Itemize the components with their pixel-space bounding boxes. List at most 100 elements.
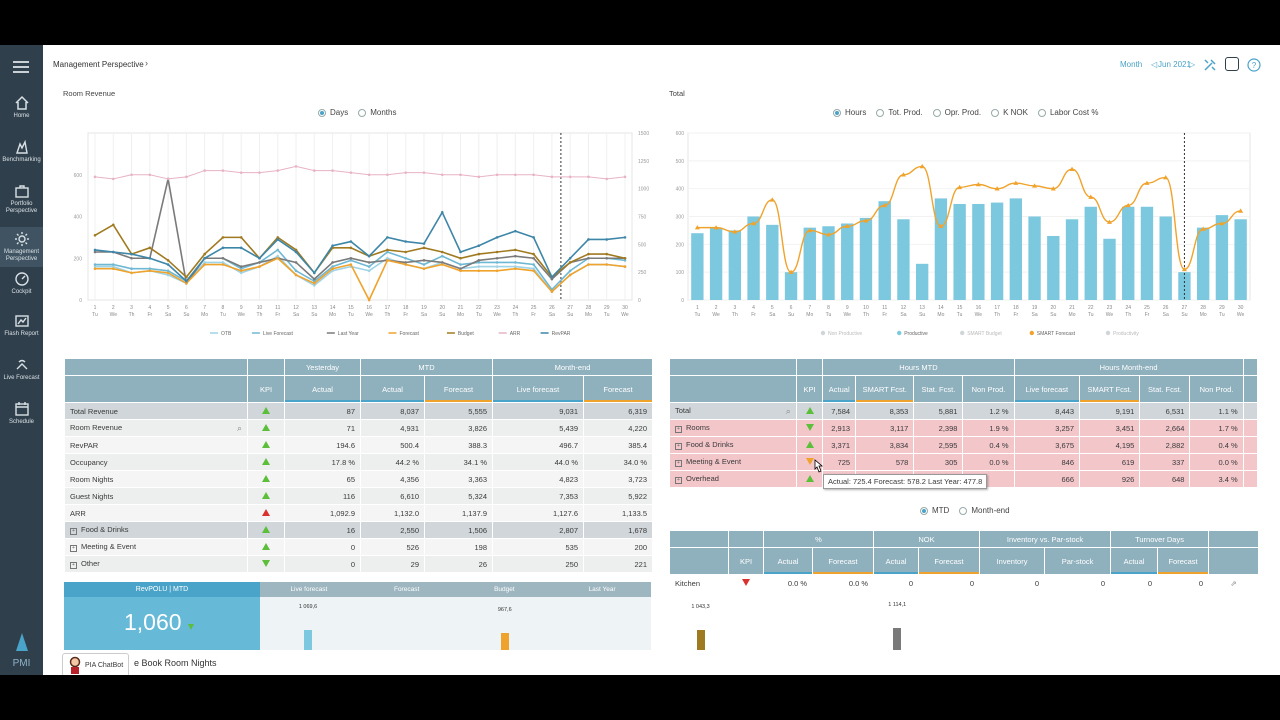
- table-row[interactable]: Room Nights 65 4,356 3,363 4,823 3,723: [64, 470, 654, 488]
- data-point: [221, 256, 225, 260]
- kpi-trend-icon: [262, 525, 270, 533]
- table-row[interactable]: Kitchen 0.0 % 0.0 % 0 0 0 0 0 0 ⇗: [669, 574, 1260, 592]
- spacer-cell: [1242, 470, 1259, 488]
- col-par-stock[interactable]: Par-stock: [1044, 547, 1112, 575]
- x-day-label: Sa: [1163, 312, 1169, 318]
- table-row[interactable]: + Rooms 2,913 3,117 2,398 1.9 % 3,257 3,451 2,66…: [669, 419, 1259, 437]
- col-smart-fcst-me[interactable]: SMART Fcst.: [1079, 375, 1141, 403]
- col-pct-actual[interactable]: Actual: [763, 547, 813, 575]
- period-mode-select[interactable]: Month: [1120, 60, 1143, 69]
- row-name-cell[interactable]: Occupancy: [64, 453, 248, 471]
- help-icon[interactable]: ?: [1247, 58, 1261, 72]
- breadcrumb-chevron-icon[interactable]: ›: [145, 58, 148, 68]
- share-icon[interactable]: ⇗: [1230, 578, 1237, 588]
- col-smart-fcst[interactable]: SMART Fcst.: [855, 375, 915, 403]
- expand-icon[interactable]: +: [70, 545, 77, 552]
- value-cell: 0: [918, 574, 981, 592]
- radio-opr-prod[interactable]: Opr. Prod.: [932, 108, 981, 117]
- row-name-cell[interactable]: + Food & Drinks: [669, 436, 797, 454]
- col-me-forecast[interactable]: Forecast: [582, 375, 654, 403]
- data-point: [276, 248, 280, 252]
- data-point: [459, 250, 462, 254]
- col-actual[interactable]: Actual: [822, 375, 857, 403]
- sidebar-item-benchmarking[interactable]: Benchmarking: [0, 139, 43, 173]
- radio-hours[interactable]: Hours: [833, 108, 866, 117]
- row-name-cell[interactable]: Room Revenue ⌕: [64, 419, 248, 437]
- row-name-cell[interactable]: Total ⌕: [669, 402, 797, 420]
- col-nok-actual[interactable]: Actual: [873, 547, 920, 575]
- row-name-cell[interactable]: RevPAR: [64, 436, 248, 454]
- col-yesterday-actual[interactable]: Actual: [284, 375, 361, 403]
- col-stat-fcst-me[interactable]: Stat. Fcst.: [1139, 375, 1191, 403]
- next-period-icon[interactable]: ▷: [1189, 60, 1196, 69]
- col-pct-forecast[interactable]: Forecast: [811, 547, 875, 575]
- x-tick-label: 13: [919, 305, 925, 311]
- table-row[interactable]: ARR 1,092.9 1,132.0 1,137.9 1,127.6 1,133.5: [64, 504, 654, 522]
- menu-icon[interactable]: [13, 61, 29, 73]
- col-mtd-actual[interactable]: Actual: [360, 375, 425, 403]
- radio-labor-cost[interactable]: Labor Cost %: [1037, 108, 1098, 117]
- row-name-cell[interactable]: + Overhead: [669, 470, 797, 488]
- radio-tot-prod[interactable]: Tot. Prod.: [876, 108, 923, 117]
- row-name-cell[interactable]: Total Revenue: [64, 402, 248, 420]
- x-day-label: We: [1106, 312, 1114, 318]
- prev-period-icon[interactable]: ◁: [1151, 60, 1158, 69]
- row-name-cell[interactable]: + Meeting & Event: [669, 453, 797, 471]
- radio-month-end[interactable]: Month-end: [959, 506, 1010, 515]
- row-name-cell[interactable]: + Rooms: [669, 419, 797, 437]
- tools-icon[interactable]: [1203, 58, 1217, 72]
- table-row[interactable]: Total Revenue 87 8,037 5,555 9,031 6,319: [64, 402, 654, 420]
- table-row[interactable]: Room Revenue ⌕ 71 4,931 3,826 5,439 4,220: [64, 419, 654, 437]
- chatbot-button[interactable]: PIA ChatBot: [62, 653, 130, 675]
- radio-months[interactable]: Months: [358, 108, 396, 117]
- radio-days[interactable]: Days: [318, 108, 348, 117]
- col-non-prod[interactable]: Non Prod.: [962, 375, 1015, 403]
- export-icon[interactable]: [1225, 57, 1239, 71]
- expand-icon[interactable]: +: [70, 528, 77, 535]
- expand-icon[interactable]: +: [675, 426, 682, 433]
- col-live-forecast[interactable]: Live forecast: [1013, 375, 1081, 403]
- sidebar-item-portfolio[interactable]: Portfolio Perspective: [0, 183, 43, 223]
- expand-icon[interactable]: +: [70, 562, 77, 569]
- row-name-cell[interactable]: + Meeting & Event: [64, 538, 248, 556]
- sidebar-item-management[interactable]: Management Perspective: [0, 227, 43, 267]
- row-name-cell[interactable]: + Food & Drinks: [64, 521, 248, 539]
- col-turnover-actual[interactable]: Actual: [1110, 547, 1159, 575]
- radio-k-nok[interactable]: K NOK: [991, 108, 1028, 117]
- table-row[interactable]: + Meeting & Event 725 578 305 0.0 % 846 619 337 0…: [669, 453, 1259, 471]
- expand-icon[interactable]: +: [675, 443, 682, 450]
- expand-icon[interactable]: +: [675, 460, 682, 467]
- sidebar-item-home[interactable]: Home: [0, 95, 43, 129]
- expand-icon[interactable]: +: [675, 477, 682, 484]
- value-cell: 4,931: [360, 419, 425, 437]
- col-stat-fcst[interactable]: Stat. Fcst.: [913, 375, 964, 403]
- x-day-label: Tu: [1088, 312, 1094, 318]
- table-row[interactable]: Occupancy 17.8 % 44.2 % 34.1 % 44.0 % 34.0 %: [64, 453, 654, 471]
- row-name-cell[interactable]: Kitchen: [669, 574, 729, 592]
- row-name-cell[interactable]: Room Nights: [64, 470, 248, 488]
- col-mtd-forecast[interactable]: Forecast: [424, 375, 493, 403]
- table-row[interactable]: + Meeting & Event 0 526 198 535 200: [64, 538, 654, 556]
- table-row[interactable]: + Other 0 29 26 250 221: [64, 555, 654, 573]
- table-row[interactable]: + Food & Drinks 16 2,550 1,506 2,807 1,678: [64, 521, 654, 539]
- zoom-icon[interactable]: ⌕: [236, 422, 242, 433]
- col-inventory[interactable]: Inventory: [979, 547, 1046, 575]
- row-name-cell[interactable]: Guest Nights: [64, 487, 248, 505]
- table-row[interactable]: Guest Nights 116 6,610 5,324 7,353 5,922: [64, 487, 654, 505]
- col-nok-forecast[interactable]: Forecast: [918, 547, 981, 575]
- col-me-live-forecast[interactable]: Live forecast: [492, 375, 584, 403]
- col-non-prod-me[interactable]: Non Prod.: [1189, 375, 1244, 403]
- row-name-cell[interactable]: + Other: [64, 555, 248, 573]
- table-row[interactable]: RevPAR 194.6 500.4 388.3 496.7 385.4: [64, 436, 654, 454]
- sidebar-item-schedule[interactable]: Schedule: [0, 401, 43, 435]
- sidebar-item-flash-report[interactable]: Flash Report: [0, 313, 43, 347]
- table-row[interactable]: + Food & Drinks 3,371 3,834 2,595 0.4 % 3,675 4…: [669, 436, 1259, 454]
- col-turnover-forecast[interactable]: Forecast: [1157, 547, 1210, 575]
- sidebar-item-live-forecast[interactable]: Live Forecast: [0, 357, 43, 391]
- sidebar-item-cockpit[interactable]: Cockpit: [0, 271, 43, 303]
- row-name-cell[interactable]: ARR: [64, 504, 248, 522]
- radio-mtd[interactable]: MTD: [920, 506, 949, 515]
- zoom-icon[interactable]: ⌕: [785, 405, 791, 416]
- revpolu-card[interactable]: RevPOLU | MTD 1,060: [64, 582, 260, 650]
- table-row[interactable]: Total ⌕ 7,584 8,353 5,881 1.2 % 8,443 9,191 6,53…: [669, 402, 1259, 420]
